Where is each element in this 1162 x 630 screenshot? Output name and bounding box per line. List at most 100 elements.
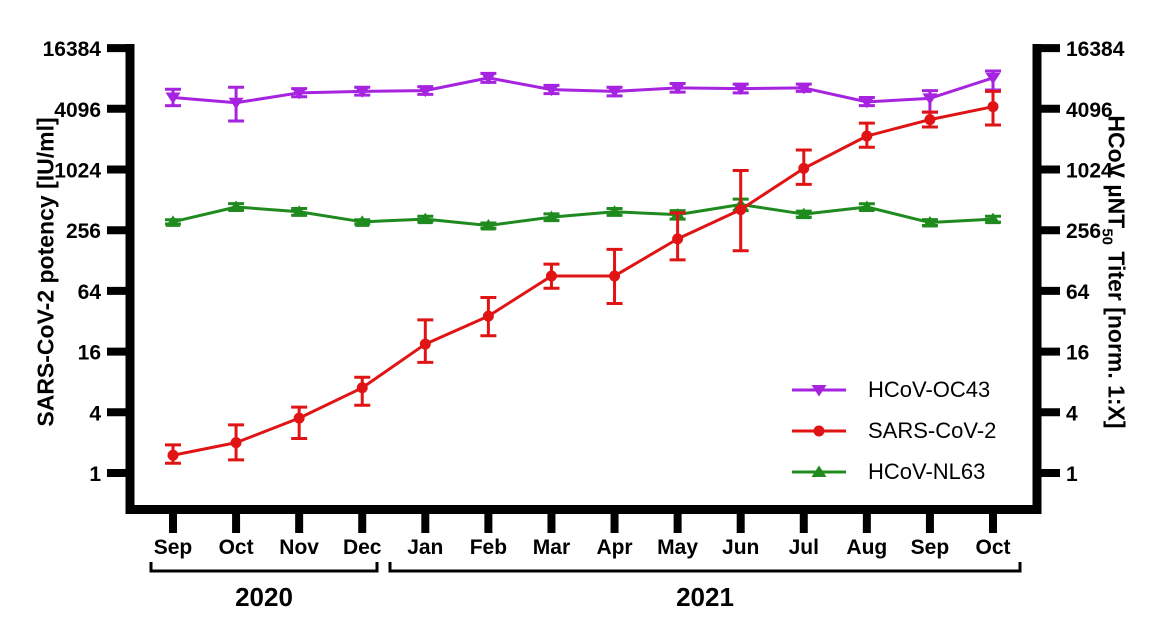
x-tick-label-month: Mar xyxy=(533,536,570,559)
legend-item-SARS-CoV-2: SARS-CoV-2 xyxy=(790,417,996,445)
data-point-marker xyxy=(480,219,496,231)
legend-marker xyxy=(813,425,825,437)
right-axis-title-subscript: 50 xyxy=(1098,228,1116,245)
data-point-marker xyxy=(543,84,559,97)
x-tick-label-month: Jan xyxy=(407,536,443,559)
data-point-marker xyxy=(922,216,938,228)
data-point-marker xyxy=(607,205,623,217)
data-point-marker xyxy=(985,72,1001,85)
legend-item-HCoV-NL63: HCoV-NL63 xyxy=(790,458,996,486)
data-point-marker xyxy=(609,270,621,282)
y-tick-label-left: 1024 xyxy=(54,160,101,183)
y-tick-label-left: 64 xyxy=(78,281,102,304)
data-point-marker xyxy=(924,114,936,126)
y-tick-label-left: 16 xyxy=(78,342,101,365)
data-point-marker xyxy=(419,338,431,350)
data-point-marker xyxy=(735,204,747,216)
data-point-marker xyxy=(672,233,684,245)
x-tick-label-month: May xyxy=(657,536,698,559)
y-tick-label-left: 1 xyxy=(89,463,101,486)
y-tick-label-right: 4 xyxy=(1066,402,1078,425)
data-point-marker xyxy=(796,82,812,95)
year-bracket-2021 xyxy=(388,562,1022,573)
y-tick-label-left: 256 xyxy=(66,220,101,243)
y-tick-label-right: 1024 xyxy=(1066,160,1113,183)
legend-item-HCoV-OC43: HCoV-OC43 xyxy=(790,376,996,404)
data-point-marker xyxy=(354,86,370,98)
x-tick-label-month: Jul xyxy=(789,536,819,559)
series-HCoV-OC43 xyxy=(165,69,1002,123)
data-point-marker xyxy=(291,205,307,217)
data-point-marker xyxy=(859,200,875,212)
data-point-marker xyxy=(798,162,810,174)
data-point-marker xyxy=(796,207,812,220)
data-point-marker xyxy=(293,412,305,424)
data-point-marker xyxy=(480,72,496,85)
data-point-marker xyxy=(545,270,557,282)
x-tick-label-month: Oct xyxy=(219,536,254,559)
legend-label: SARS-CoV-2 xyxy=(868,418,997,443)
series-line-HCoV-NL63 xyxy=(172,203,994,228)
y-tick-label-right: 16 xyxy=(1066,342,1089,365)
data-point-marker xyxy=(607,86,623,98)
y-tick-label-right: 64 xyxy=(1066,281,1090,304)
x-tick-label-month: Jun xyxy=(722,536,759,559)
year-bracket-2020 xyxy=(149,562,379,573)
y-tick-label-left: 4096 xyxy=(54,99,101,122)
x-tick-label-month: Oct xyxy=(975,536,1010,559)
legend: HCoV-OC43 SARS-CoV-2 HCoV-NL63 xyxy=(790,376,996,486)
data-point-marker xyxy=(228,97,244,110)
legend-marker-icon xyxy=(792,425,846,437)
data-point-marker xyxy=(417,85,433,98)
x-tick-label-month: Sep xyxy=(911,536,950,559)
y-tick-label-right: 1 xyxy=(1066,463,1078,486)
x-tick-label-month: Nov xyxy=(279,536,319,559)
data-point-marker xyxy=(733,83,749,96)
right-axis-title: HCoV µNT50 Titer [norm. 1:X] xyxy=(1099,115,1130,428)
y-tick-label-right: 256 xyxy=(1066,220,1101,243)
y-tick-label-left: 16384 xyxy=(43,38,102,61)
data-point-marker xyxy=(417,212,433,225)
data-point-marker xyxy=(165,92,181,105)
data-point-marker xyxy=(543,210,559,223)
year-label-2020: 2020 xyxy=(235,582,293,612)
data-point-marker xyxy=(356,382,368,394)
x-tick-label-month: Sep xyxy=(154,536,193,559)
data-point-marker xyxy=(354,215,370,227)
data-point-marker xyxy=(291,87,307,100)
data-point-marker xyxy=(167,449,179,461)
data-point-marker xyxy=(482,310,494,322)
data-point-marker xyxy=(859,96,875,109)
series-line-SARS-CoV-2 xyxy=(172,105,994,457)
data-point-marker xyxy=(922,93,938,105)
y-tick-label-right: 4096 xyxy=(1066,99,1113,122)
series-HCoV-NL63 xyxy=(165,197,1002,231)
legend-label: HCoV-NL63 xyxy=(868,459,986,484)
legend-label: HCoV-OC43 xyxy=(868,377,991,402)
x-tick-label-month: Feb xyxy=(470,536,507,559)
series-line-HCoV-OC43 xyxy=(172,76,994,105)
data-point-marker xyxy=(861,130,873,142)
right-axis-title-prefix: HCoV µNT xyxy=(1103,115,1130,229)
legend-marker xyxy=(811,465,827,477)
data-point-marker xyxy=(987,101,999,113)
data-point-marker xyxy=(985,212,1001,225)
y-tick-label-right: 16384 xyxy=(1066,38,1125,61)
data-point-marker xyxy=(165,215,181,227)
legend-marker xyxy=(811,385,827,397)
data-point-marker xyxy=(228,200,244,212)
x-tick-label-month: Dec xyxy=(343,536,382,559)
data-point-marker xyxy=(230,437,242,449)
data-point-marker xyxy=(670,82,686,95)
series-SARS-CoV-2 xyxy=(165,89,1002,465)
x-tick-label-month: Aug xyxy=(846,536,887,559)
left-axis-title: SARS-CoV-2 potency [IU/ml] xyxy=(32,117,59,427)
y-tick-label-left: 4 xyxy=(89,402,101,425)
year-label-2021: 2021 xyxy=(676,582,734,612)
legend-marker-icon xyxy=(792,465,846,477)
x-tick-label-month: Apr xyxy=(596,536,632,559)
right-axis-title-suffix: Titer [norm. 1:X] xyxy=(1103,245,1130,429)
legend-marker-icon xyxy=(792,385,846,397)
